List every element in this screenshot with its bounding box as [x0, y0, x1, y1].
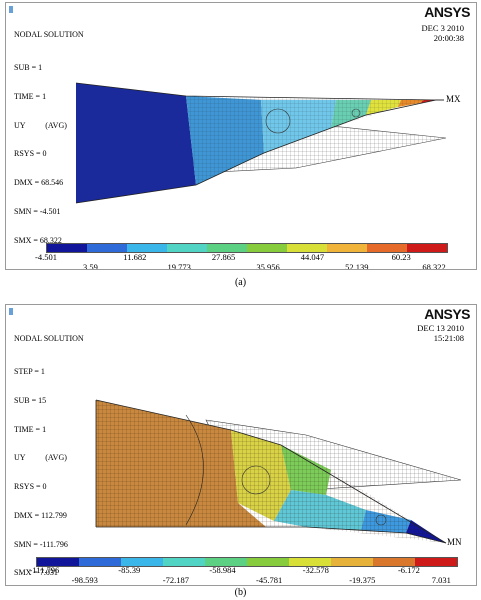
info-line: UY (AVG): [14, 453, 67, 463]
info-line: UY (AVG): [14, 120, 67, 130]
legend-color-swatch: [167, 244, 207, 252]
timestamp-a: DEC 3 2010 20:00:38: [422, 23, 465, 43]
date-text: DEC 13 2010: [417, 323, 464, 333]
legend-color-swatch: [79, 558, 121, 566]
legend-tick-label: 7.031: [431, 575, 451, 585]
time-text: 15:21:08: [433, 333, 464, 343]
info-line: SMN = -4.501: [14, 206, 61, 216]
legend-color-swatch: [373, 558, 415, 566]
contour-legend-a: [46, 243, 448, 253]
info-line: SUB = 1: [14, 62, 43, 72]
legend-tick-label: 19.773: [167, 262, 191, 270]
info-line: RSYS = 0: [14, 482, 47, 492]
legend-tick-label: -32.578: [302, 565, 329, 575]
time-text: 20:00:38: [433, 33, 464, 43]
legend-tick-label: 11.682: [123, 252, 147, 262]
caption-a: (a): [234, 277, 247, 288]
contour-legend-b: [36, 557, 458, 567]
legend-tick-label: -58.984: [209, 565, 236, 575]
legend-ticks-b: -111.796 -98.593 -85.39 -72.187 -58.984 …: [29, 565, 456, 585]
extreme-marker-label: MN: [447, 537, 462, 547]
legend-tick-label: -4.501: [35, 252, 57, 262]
legend-color-swatch: [327, 244, 367, 252]
timestamp-b: DEC 13 2010 15:21:08: [417, 323, 464, 343]
legend-tick-label: -45.781: [255, 575, 283, 585]
legend-tick-label: 35.956: [256, 262, 280, 270]
legend-color-swatch: [37, 558, 79, 566]
plot-panel-a: NODAL SOLUTION SUB = 1 TIME = 1 UY (AVG)…: [5, 2, 477, 270]
legend-tick-label: 27.865: [211, 252, 236, 262]
mesh-model-b: [95, 399, 462, 544]
legend-tick-label: 3.59: [82, 262, 98, 270]
legend-tick-label: -98.593: [71, 575, 98, 585]
legend-color-swatch: [87, 244, 127, 252]
legend-tick-label: -6.172: [397, 565, 420, 575]
info-line: SMX = 68.322: [14, 235, 62, 245]
contour-band-blue: [76, 83, 196, 203]
legend-color-swatch: [247, 244, 287, 252]
plot-title: NODAL SOLUTION: [14, 334, 84, 344]
legend-color-swatch: [247, 558, 289, 566]
info-line: SUB = 15: [14, 395, 47, 405]
info-line: DMX = 68.546: [14, 178, 64, 188]
window-corner-icon: [9, 6, 13, 13]
legend-tick-label: 44.047: [300, 252, 325, 262]
legend-color-swatch: [207, 244, 247, 252]
legend-color-swatch: [289, 558, 331, 566]
info-line: TIME = 1: [14, 424, 47, 434]
mesh-model-a: [75, 82, 447, 204]
info-line: RSYS = 0: [14, 149, 47, 159]
legend-color-swatch: [287, 244, 327, 252]
legend-tick-label: -111.796: [29, 565, 60, 575]
date-text: DEC 3 2010: [421, 23, 465, 33]
legend-color-swatch: [415, 558, 457, 566]
legend-tick-label: 60.23: [391, 252, 411, 262]
info-block-a: NODAL SOLUTION SUB = 1 TIME = 1 UY (AVG)…: [14, 11, 84, 264]
plot-panel-b: NODAL SOLUTION STEP = 1 SUB = 15 TIME = …: [5, 304, 477, 586]
info-line: SMN = -111.796: [14, 539, 68, 549]
legend-tick-label: -19.375: [349, 575, 376, 585]
plot-title: NODAL SOLUTION: [14, 30, 84, 40]
legend-tick-label: -85.39: [118, 565, 141, 575]
extreme-marker-label: MX: [446, 94, 461, 104]
legend-color-swatch: [331, 558, 373, 566]
info-line: STEP = 1: [14, 366, 45, 376]
legend-tick-label: 52.139: [345, 262, 369, 270]
legend-color-swatch: [205, 558, 247, 566]
legend-color-swatch: [367, 244, 407, 252]
legend-color-swatch: [127, 244, 167, 252]
info-line: DMX = 112.799: [14, 510, 67, 520]
legend-color-swatch: [163, 558, 205, 566]
info-line: SMX = 7.031: [14, 568, 58, 578]
caption-b: (b): [234, 587, 247, 598]
ansys-logo: ANSYS: [424, 306, 470, 322]
info-block-b: NODAL SOLUTION STEP = 1 SUB = 15 TIME = …: [14, 315, 84, 585]
legend-color-swatch: [47, 244, 87, 252]
legend-ticks-a: -4.501 3.59 11.682 19.773 27.865 35.956 …: [35, 252, 446, 270]
legend-tick-label: -72.187: [162, 575, 189, 585]
window-corner-icon: [9, 308, 13, 315]
legend-color-swatch: [407, 244, 447, 252]
legend-tick-label: 68.322: [422, 262, 446, 270]
legend-color-swatch: [121, 558, 163, 566]
info-line: TIME = 1: [14, 91, 47, 101]
ansys-logo: ANSYS: [424, 4, 470, 20]
